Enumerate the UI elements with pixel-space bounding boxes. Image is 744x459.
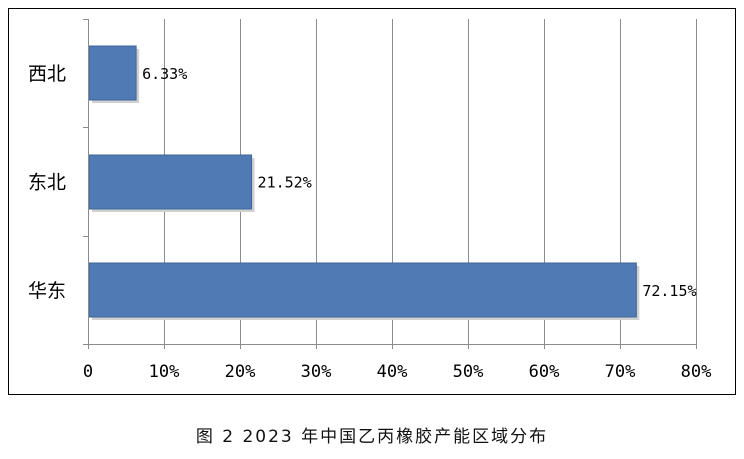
x-tick-label: 20% bbox=[225, 362, 256, 382]
category-label: 西北 bbox=[28, 63, 66, 85]
category-label: 华东 bbox=[28, 280, 66, 302]
figure-caption: 图 2 2023 年中国乙丙橡胶产能区域分布 bbox=[195, 427, 549, 447]
bar-chart: 0 10% 20% 30% 40% 50% 60% 70% 80% 西北 6.33% 东北 21.52%… bbox=[28, 19, 711, 382]
data-label: 6.33% bbox=[142, 65, 187, 83]
x-tick-label: 0 bbox=[83, 362, 93, 382]
bar bbox=[88, 45, 137, 101]
x-tick-label: 50% bbox=[453, 362, 484, 382]
bar bbox=[88, 154, 253, 210]
gridlines bbox=[164, 19, 697, 344]
bars bbox=[88, 45, 640, 320]
bar bbox=[88, 262, 637, 318]
x-tick-label: 40% bbox=[377, 362, 408, 382]
x-tick-label: 80% bbox=[681, 362, 712, 382]
axes bbox=[83, 19, 697, 349]
data-label: 72.15% bbox=[642, 282, 696, 300]
x-tick-label: 60% bbox=[529, 362, 560, 382]
x-tick-label: 70% bbox=[605, 362, 636, 382]
x-tick-label: 10% bbox=[149, 362, 180, 382]
chart-frame: 0 10% 20% 30% 40% 50% 60% 70% 80% 西北 6.33% 东北 21.52%… bbox=[8, 8, 736, 395]
x-tick-label: 30% bbox=[301, 362, 332, 382]
category-label: 东北 bbox=[28, 172, 66, 194]
data-label: 21.52% bbox=[258, 174, 312, 192]
labels: 0 10% 20% 30% 40% 50% 60% 70% 80% 西北 6.33% 东北 21.52%… bbox=[28, 63, 711, 382]
